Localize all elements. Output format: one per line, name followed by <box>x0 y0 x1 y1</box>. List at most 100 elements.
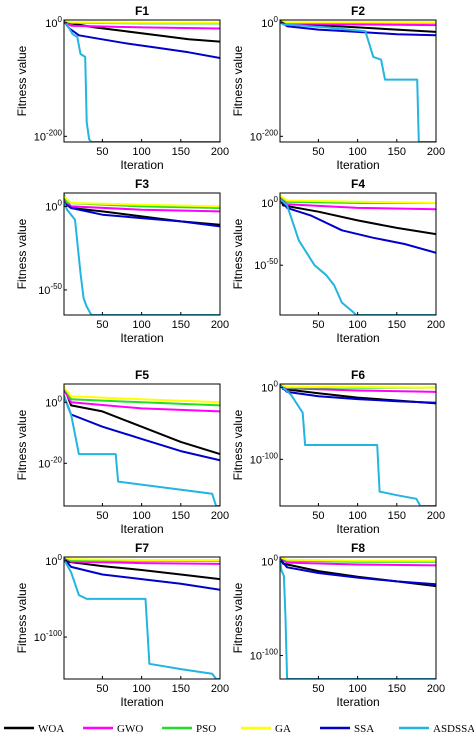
x-tick-label: 200 <box>211 146 229 158</box>
x-tick-label: 50 <box>96 319 108 331</box>
series-ga-line <box>64 20 220 24</box>
x-axis-label: Iteration <box>120 695 163 709</box>
series-ga-line <box>280 384 436 389</box>
plot-frame <box>279 19 437 143</box>
series-asdssa-line <box>64 558 220 679</box>
y-tick-label: 10-100 <box>34 629 63 644</box>
x-tick-label: 150 <box>172 683 190 695</box>
y-tick-label: 100 <box>261 554 278 569</box>
series-ga-line <box>64 557 220 561</box>
x-tick-label: 100 <box>132 319 150 331</box>
plot-frame <box>63 556 221 680</box>
series-woa-line <box>64 386 220 456</box>
x-tick-label: 50 <box>312 146 324 158</box>
series-asdssa-line <box>280 385 436 506</box>
plot-frame <box>279 556 437 680</box>
legend-label-asdssa: ASDSSA <box>433 723 474 735</box>
series-asdssa-line <box>280 198 436 315</box>
x-tick-label: 150 <box>388 510 406 522</box>
chart-f8: 50 100 150 200 100 10-100 F8 Iteration Fitness v… <box>231 541 445 709</box>
y-tick-label: 10-100 <box>250 451 279 466</box>
x-tick-label: 100 <box>348 510 366 522</box>
y-axis-label: Fitness value <box>15 409 29 480</box>
y-tick-label: 10-20 <box>38 455 62 470</box>
legend-label-pso: PSO <box>196 723 216 735</box>
y-tick-label: 100 <box>261 195 278 210</box>
series-asdssa-line <box>64 20 220 142</box>
chart-f5: 50 100 150 200 100 10-20 F5 Iteration Fitness va… <box>15 368 229 536</box>
y-tick-label: 100 <box>45 553 62 568</box>
x-axis-label: Iteration <box>336 522 379 536</box>
chart-f2: 50 100 150 200 100 10-200 F2 Iteration Fitness v… <box>231 4 445 172</box>
chart-f7: 50 100 150 200 100 10-100 F7 Iteration Fitness v… <box>15 541 229 709</box>
y-axis-label: Fitness value <box>231 45 245 116</box>
plot-frame <box>279 192 437 316</box>
chart-title: F4 <box>351 177 365 191</box>
chart-f1: 50 100 150 200 100 10-200 F1 Iteration Fitness v… <box>15 4 229 172</box>
x-axis-label: Iteration <box>120 331 163 345</box>
y-axis-label: Fitness value <box>15 45 29 116</box>
chart-title: F8 <box>351 541 365 555</box>
x-tick-label: 200 <box>427 683 445 695</box>
x-tick-label: 100 <box>132 146 150 158</box>
x-axis-label: Iteration <box>120 158 163 172</box>
series-ssa-line <box>64 557 220 591</box>
series-ga-line <box>280 20 436 24</box>
y-tick-label: 100 <box>261 15 278 30</box>
y-axis-label: Fitness value <box>231 582 245 653</box>
y-axis-label: Fitness value <box>231 409 245 480</box>
x-tick-label: 50 <box>312 683 324 695</box>
chart-title: F2 <box>351 4 365 18</box>
x-tick-label: 50 <box>312 510 324 522</box>
x-tick-label: 200 <box>427 319 445 331</box>
chart-title: F6 <box>351 368 365 382</box>
x-tick-label: 200 <box>211 510 229 522</box>
series-ga-line <box>280 194 436 204</box>
y-tick-label: 100 <box>45 394 62 409</box>
y-axis-label: Fitness value <box>15 218 29 289</box>
legend-label-ga: GA <box>275 723 291 735</box>
chart-title: F7 <box>135 541 149 555</box>
series-ssa-line <box>280 557 436 586</box>
x-tick-label: 150 <box>172 319 190 331</box>
chart-title: F3 <box>135 177 149 191</box>
series-woa-line <box>280 195 436 236</box>
legend: WOA GWO PSO GA SSA ASDSSA <box>4 723 474 735</box>
x-axis-label: Iteration <box>336 158 379 172</box>
x-tick-label: 200 <box>427 510 445 522</box>
legend-label-woa: WOA <box>38 723 64 735</box>
x-axis-label: Iteration <box>336 331 379 345</box>
legend-label-gwo: GWO <box>117 723 143 735</box>
legend-label-ssa: SSA <box>354 723 374 735</box>
series-ssa-line <box>64 395 220 462</box>
x-tick-label: 50 <box>96 683 108 695</box>
x-tick-label: 50 <box>312 319 324 331</box>
x-tick-label: 150 <box>172 146 190 158</box>
y-tick-label: 100 <box>45 15 62 30</box>
y-tick-label: 10-50 <box>38 282 62 297</box>
x-tick-label: 100 <box>348 146 366 158</box>
y-tick-label: 10-200 <box>250 128 279 143</box>
series-asdssa-line <box>64 202 220 315</box>
y-tick-label: 10-200 <box>34 128 63 143</box>
y-tick-label: 10-50 <box>254 257 278 272</box>
x-tick-label: 100 <box>348 319 366 331</box>
chart-f3: 50 100 150 200 100 10-50 F3 Iteration Fitness va… <box>15 177 229 345</box>
series-gwo-line <box>280 557 436 567</box>
x-tick-label: 50 <box>96 510 108 522</box>
y-tick-label: 10-100 <box>250 648 279 663</box>
series-gwo-line <box>64 20 220 30</box>
chart-f6: 50 100 150 200 100 10-100 F6 Iteration Fitness v… <box>231 368 445 536</box>
series-asdssa-line <box>280 20 436 142</box>
series-ga-line <box>280 557 436 562</box>
series-ga-line <box>64 195 220 208</box>
x-tick-label: 150 <box>388 319 406 331</box>
x-axis-label: Iteration <box>336 695 379 709</box>
chart-title: F5 <box>135 368 149 382</box>
y-tick-label: 100 <box>261 380 278 395</box>
y-axis-label: Fitness value <box>231 218 245 289</box>
x-tick-label: 150 <box>388 146 406 158</box>
x-tick-label: 150 <box>172 510 190 522</box>
series-woa-line <box>64 20 220 43</box>
